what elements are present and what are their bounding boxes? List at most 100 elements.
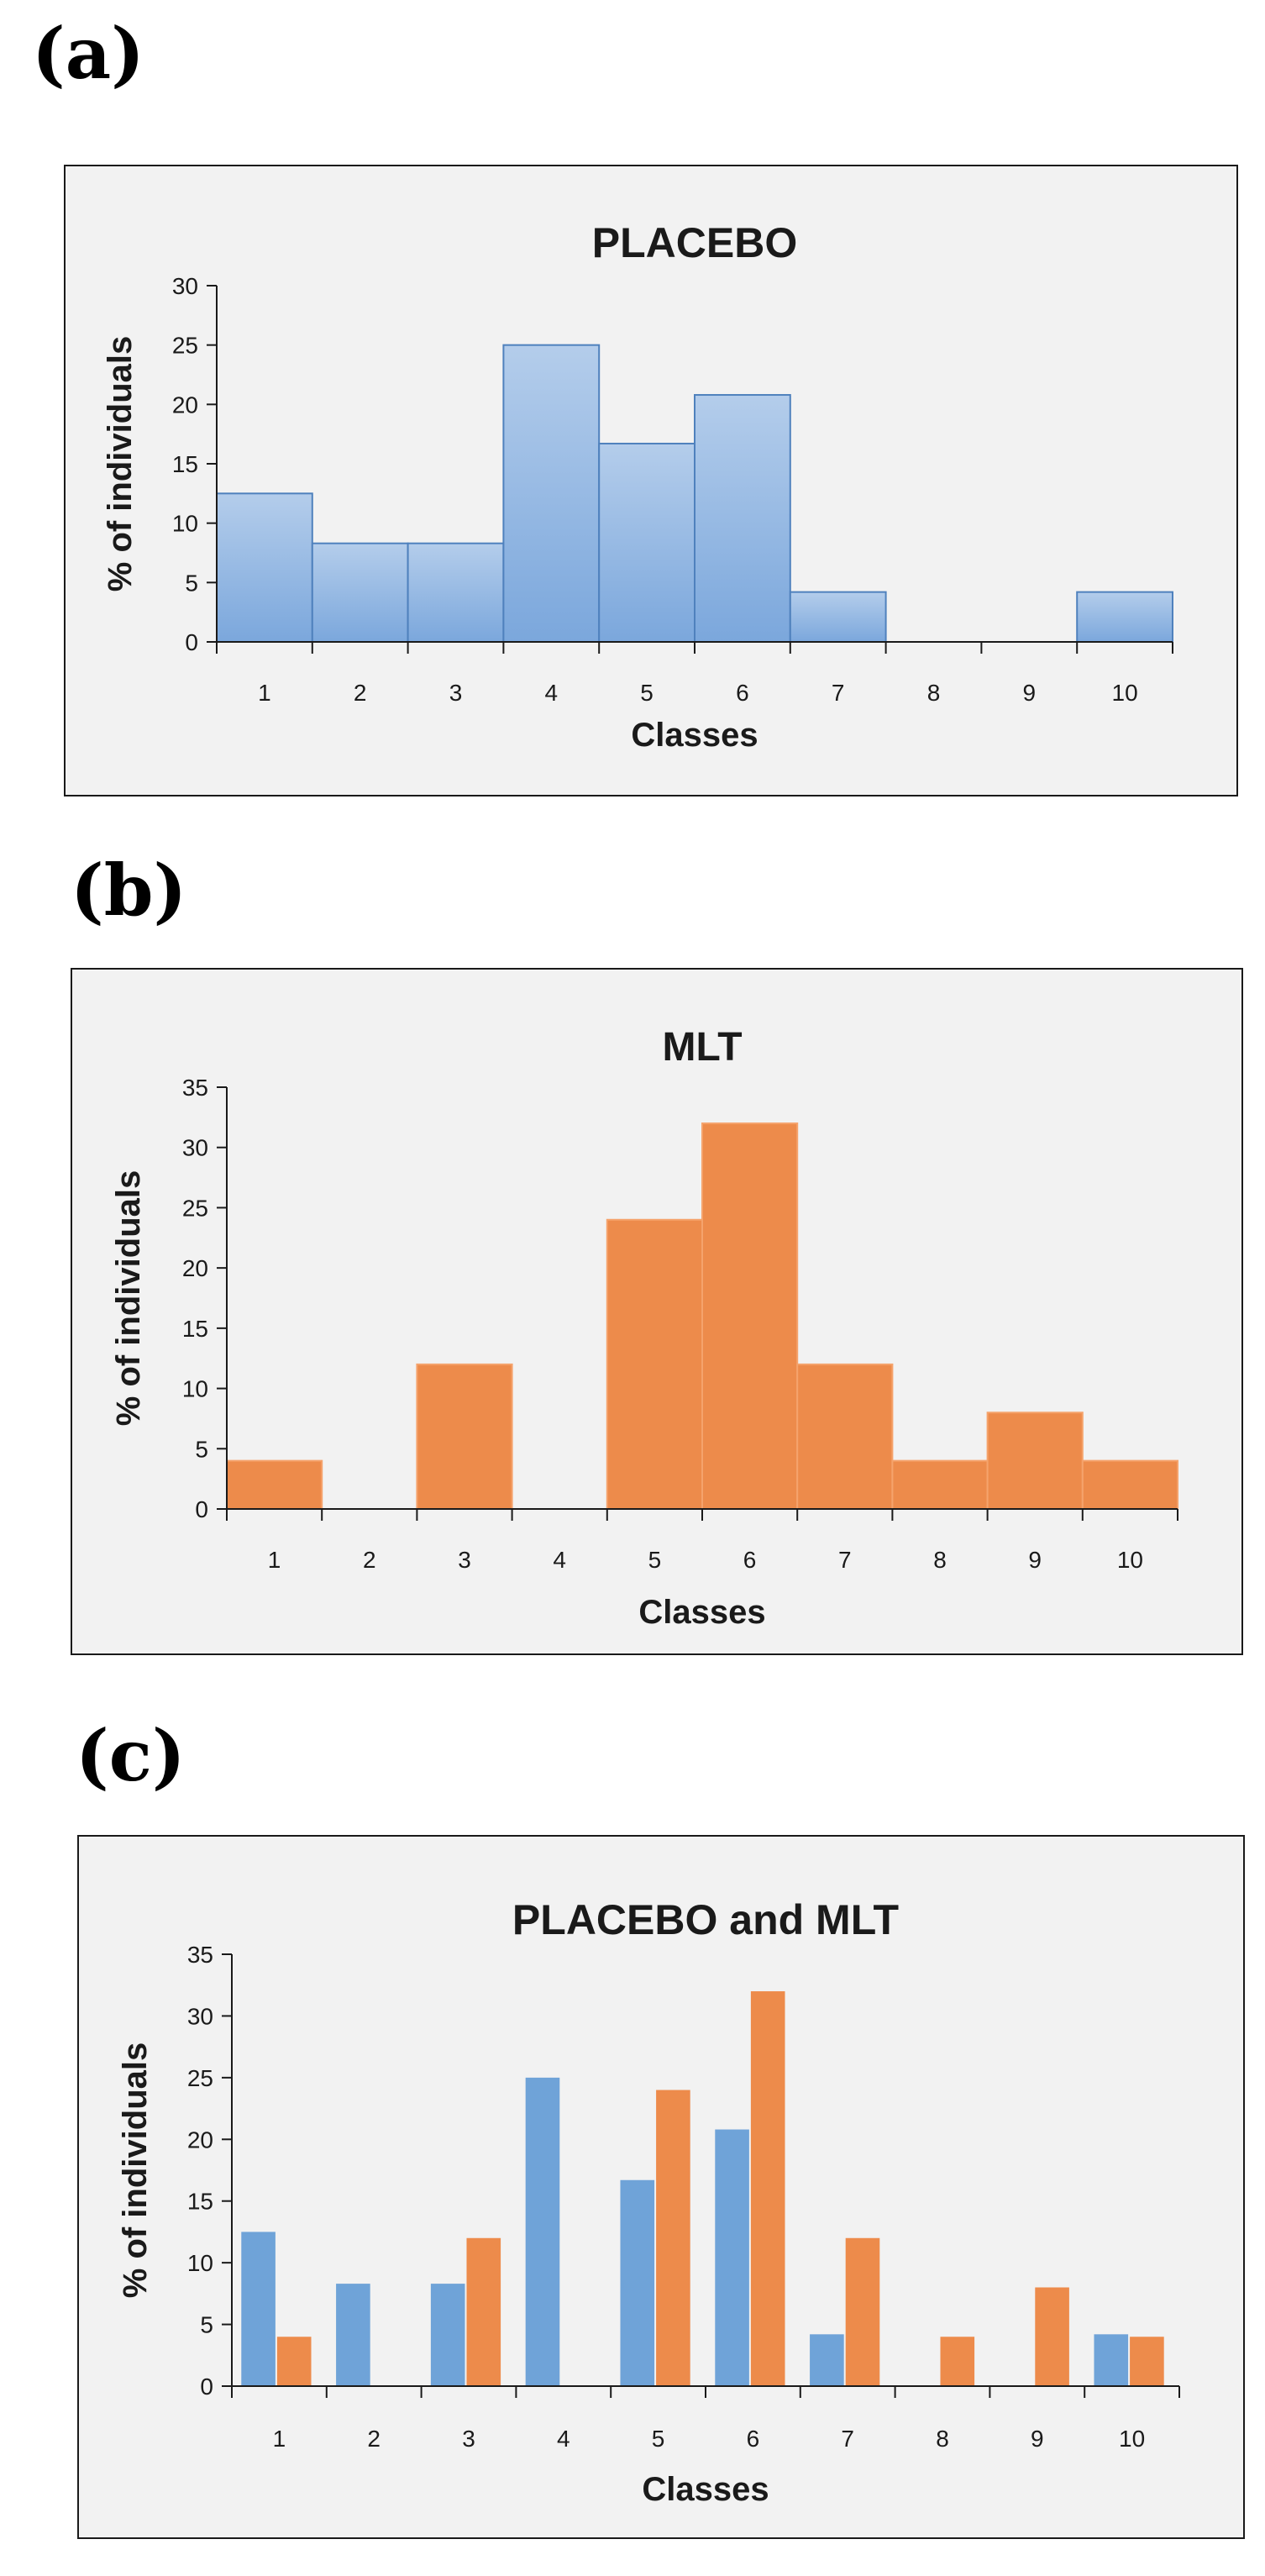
x-tick-label: 1 — [273, 2426, 286, 2452]
placebo-bar-1 — [241, 2232, 276, 2386]
y-axis-label: % of individuals — [110, 1170, 147, 1426]
x-axis-label: Classes — [642, 2471, 769, 2508]
y-tick-label: 5 — [200, 2312, 213, 2338]
placebo-bar-7 — [810, 2334, 844, 2386]
x-tick-label: 1 — [258, 680, 271, 706]
y-tick-label: 0 — [195, 1496, 208, 1522]
mlt-bar-10 — [1130, 2337, 1164, 2386]
mlt-bar-7 — [845, 2237, 880, 2386]
chart-mlt: MLT 0 5 10 15 20 25 30 35 1 2 3 4 5 6 7 8 9 10 Classes % of … — [71, 968, 1243, 1655]
y-tick-label: 15 — [187, 2189, 213, 2215]
y-tick-label: 10 — [172, 511, 198, 537]
x-tick-label: 2 — [367, 2426, 381, 2452]
x-tick-label: 10 — [1112, 680, 1138, 706]
mlt-bar-9 — [1035, 2287, 1069, 2386]
bar-4 — [502, 344, 601, 644]
chart-placebo-and-mlt: PLACEBO and MLT 0 5 10 15 20 25 30 35 1 2 3 4 5 6 7 8 9 10… — [77, 1835, 1245, 2539]
y-tick-label: 30 — [172, 273, 198, 299]
x-tick-label: 1 — [268, 1547, 281, 1573]
chart-title: PLACEBO and MLT — [512, 1896, 899, 1943]
panel-letter-a: (a) — [32, 12, 144, 95]
bar-5 — [598, 442, 696, 643]
bar-10 — [1076, 591, 1173, 644]
x-tick-label: 3 — [449, 680, 463, 706]
x-tick-label: 2 — [354, 680, 367, 706]
panel-letter-b: (b) — [71, 849, 187, 932]
x-tick-label: 6 — [743, 1547, 757, 1573]
y-tick-label: 10 — [187, 2250, 213, 2276]
x-tick-label: 4 — [553, 1547, 566, 1573]
y-tick-label: 5 — [185, 570, 198, 596]
y-tick-label: 10 — [182, 1376, 208, 1402]
bar-3 — [416, 1363, 513, 1510]
y-tick-label: 25 — [187, 2065, 213, 2091]
chart-title: MLT — [662, 1025, 742, 1070]
placebo-bar-10 — [1094, 2334, 1129, 2386]
y-tick-label: 30 — [182, 1135, 208, 1161]
x-tick-label: 4 — [545, 680, 559, 706]
x-tick-label: 8 — [936, 2426, 949, 2452]
x-tick-label: 10 — [1117, 1547, 1143, 1573]
chart-title: PLACEBO — [592, 219, 797, 266]
y-tick-label: 0 — [200, 2374, 213, 2400]
x-tick-label: 3 — [458, 1547, 471, 1573]
bar-5 — [606, 1218, 703, 1510]
x-tick-label: 10 — [1119, 2426, 1145, 2452]
bar-1 — [226, 1459, 323, 1511]
placebo-bar-5 — [620, 2179, 655, 2386]
bar-2 — [311, 542, 409, 643]
placebo-bar-6 — [715, 2129, 749, 2386]
x-tick-label: 9 — [1028, 1547, 1042, 1573]
y-tick-label: 20 — [187, 2127, 213, 2153]
y-tick-label: 35 — [182, 1075, 208, 1101]
y-tick-label: 0 — [185, 629, 198, 655]
x-tick-label: 8 — [933, 1547, 947, 1573]
x-tick-label: 7 — [838, 1547, 852, 1573]
bar-1 — [216, 492, 313, 644]
bar-6 — [701, 1122, 799, 1510]
x-tick-label: 9 — [1031, 2426, 1044, 2452]
y-tick-label: 35 — [187, 1942, 213, 1968]
x-tick-label: 4 — [557, 2426, 570, 2452]
bar-10 — [1081, 1459, 1179, 1511]
bar-7 — [789, 591, 887, 644]
bar-3 — [407, 542, 505, 643]
x-tick-label: 8 — [927, 680, 941, 706]
y-tick-label: 25 — [182, 1195, 208, 1221]
x-tick-label: 6 — [747, 2426, 760, 2452]
panel-letter-c: (c) — [76, 1714, 186, 1797]
bar-7 — [796, 1363, 894, 1510]
y-tick-label: 15 — [172, 451, 198, 477]
y-tick-label: 25 — [172, 333, 198, 359]
x-tick-label: 5 — [652, 2426, 665, 2452]
y-tick-label: 15 — [182, 1316, 208, 1342]
bar-9 — [986, 1412, 1084, 1510]
placebo-bar-3 — [430, 2284, 465, 2386]
mlt-bar-8 — [940, 2337, 975, 2386]
chart-placebo-and-mlt-svg: PLACEBO and MLT 0 5 10 15 20 25 30 35 1 2 3 4 5 6 7 8 9 10… — [117, 1896, 1180, 2508]
chart-placebo: PLACEBO 0 5 10 15 20 25 30 1 2 3 4 5 6 7 8 9 10 Classes % o… — [64, 165, 1238, 796]
y-tick-label: 20 — [182, 1255, 208, 1281]
x-axis-label: Classes — [631, 717, 758, 754]
mlt-bar-1 — [276, 2337, 312, 2386]
x-tick-label: 3 — [462, 2426, 475, 2452]
y-tick-label: 20 — [172, 392, 198, 418]
x-tick-label: 7 — [841, 2426, 854, 2452]
x-tick-label: 5 — [640, 680, 653, 706]
x-axis-label: Classes — [638, 1594, 765, 1631]
chart-placebo-svg: PLACEBO 0 5 10 15 20 25 30 1 2 3 4 5 6 7 8 9 10 Classes % o… — [102, 219, 1173, 754]
x-tick-label: 2 — [363, 1547, 376, 1573]
y-tick-label: 5 — [195, 1436, 208, 1462]
x-tick-label: 9 — [1023, 680, 1037, 706]
mlt-bar-6 — [750, 1991, 785, 2386]
chart-mlt-svg: MLT 0 5 10 15 20 25 30 35 1 2 3 4 5 6 7 8 9 10 Classes % of … — [110, 1025, 1179, 1631]
x-tick-label: 6 — [736, 680, 749, 706]
x-tick-label: 5 — [648, 1547, 662, 1573]
x-tick-label: 7 — [832, 680, 845, 706]
mlt-bar-5 — [656, 2090, 690, 2386]
y-axis-label: % of individuals — [102, 336, 139, 591]
y-tick-label: 30 — [187, 2003, 213, 2029]
y-axis-label: % of individuals — [117, 2042, 154, 2298]
placebo-bar-4 — [525, 2077, 560, 2386]
mlt-bar-3 — [466, 2237, 501, 2386]
